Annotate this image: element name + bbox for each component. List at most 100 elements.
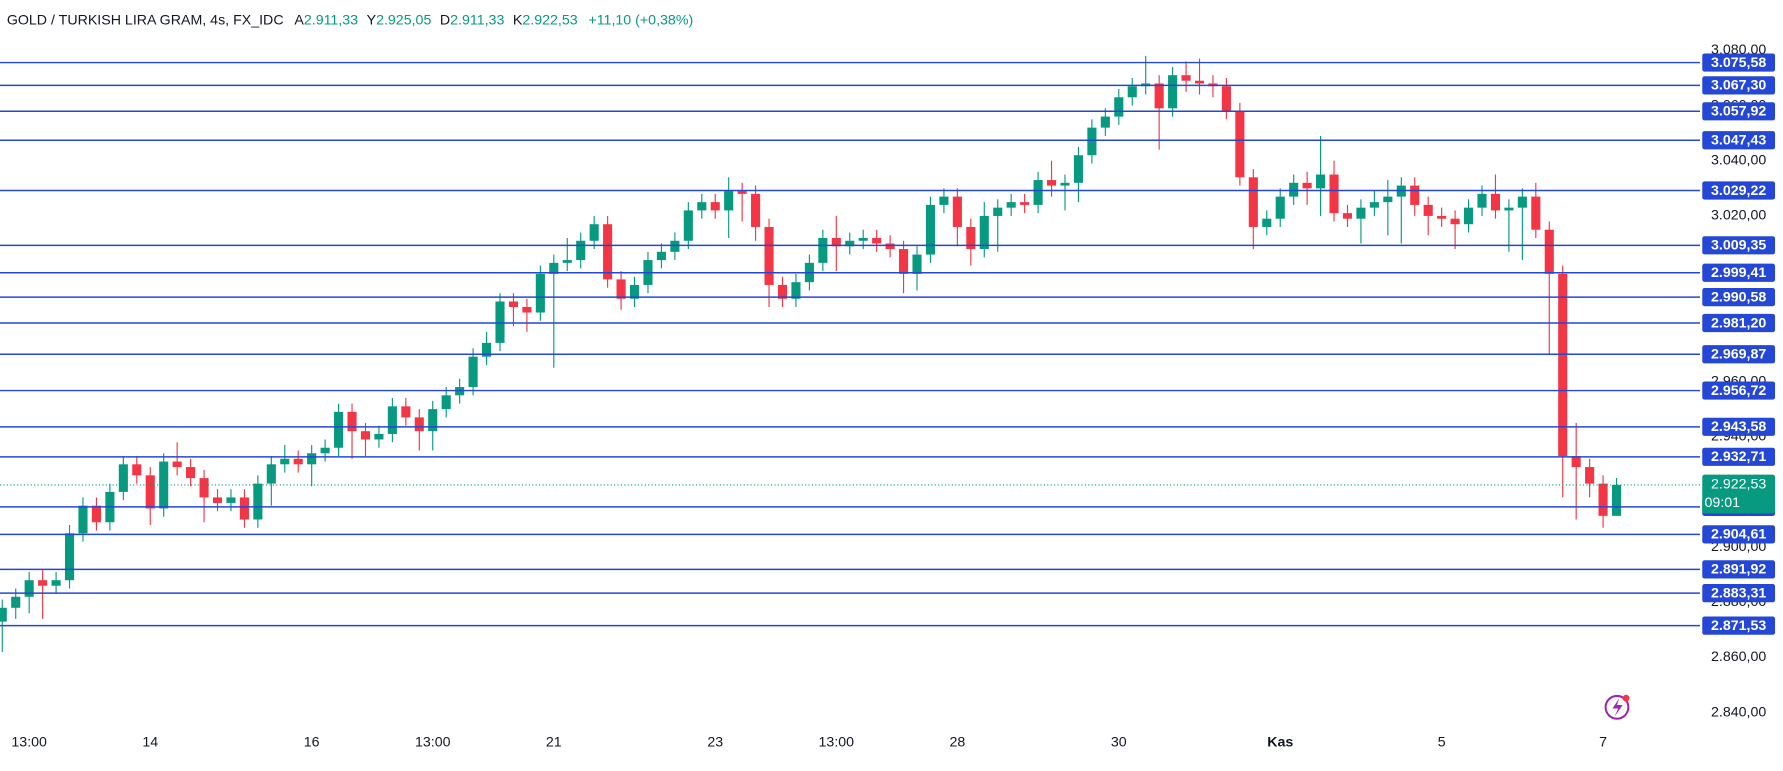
candle-body — [468, 356, 478, 388]
price-level-tag — [1702, 381, 1776, 400]
price-level-tag — [1702, 345, 1776, 364]
candle-body — [656, 251, 666, 261]
candle-body — [683, 210, 693, 241]
candle-body — [885, 243, 895, 250]
candle-body — [1262, 218, 1272, 227]
candle-body — [737, 191, 747, 194]
candle-body — [51, 580, 61, 586]
price-level-label: 2.981,20 — [1711, 315, 1766, 331]
candle-body — [401, 406, 411, 418]
candle-body — [1289, 182, 1299, 197]
candle-body — [1410, 185, 1420, 205]
candle-body — [414, 417, 424, 432]
candle-body — [1356, 207, 1366, 219]
x-tick-label: 13:00 — [415, 734, 451, 750]
candle-body — [495, 301, 505, 343]
candle-body — [482, 342, 492, 357]
candle-body — [374, 433, 384, 440]
candle-body — [360, 431, 371, 440]
candle-body — [1275, 196, 1285, 219]
replay-icon[interactable] — [1604, 694, 1630, 720]
price-level-tag — [1702, 102, 1776, 121]
candle-body — [629, 284, 640, 299]
candle-body — [818, 238, 828, 263]
candle-body — [1168, 75, 1178, 109]
candle-body — [1477, 193, 1487, 208]
x-tick-label: 30 — [1111, 734, 1127, 750]
candle-body — [172, 461, 182, 468]
candle-body — [307, 453, 317, 465]
field-key: D — [440, 12, 450, 28]
candle-body — [1504, 207, 1514, 211]
candle-body — [508, 301, 519, 308]
icon-dot[interactable] — [1622, 694, 1630, 702]
price-level-tag — [1702, 525, 1776, 544]
candle-body — [0, 607, 7, 622]
field-key: Y — [367, 12, 377, 28]
candle-body — [1342, 213, 1353, 219]
candle-body — [1544, 229, 1554, 274]
candle-body — [320, 447, 330, 454]
candle-body — [791, 282, 801, 299]
candle-body — [952, 196, 962, 227]
candle-body — [1598, 483, 1608, 516]
candle-body — [212, 497, 223, 503]
price-level-tag — [1702, 53, 1776, 72]
price-level-label: 3.067,30 — [1711, 78, 1766, 94]
icon-ring[interactable] — [1604, 694, 1630, 720]
candle-body — [724, 191, 734, 211]
candle-body — [1046, 180, 1057, 186]
price-level-tag — [1702, 560, 1776, 579]
candle-body — [1571, 456, 1581, 468]
price-level-label: 2.883,31 — [1711, 585, 1766, 601]
last-price-tag — [1702, 474, 1776, 514]
x-tick-label: 13:00 — [11, 734, 47, 750]
price-level-tag — [1702, 313, 1776, 333]
candle-body — [872, 238, 882, 244]
candle-body — [925, 204, 936, 255]
field-value: 2.925,05 — [376, 12, 431, 28]
candle-body — [979, 215, 989, 250]
candle-body — [145, 475, 155, 509]
price-level-label: 3.075,58 — [1711, 55, 1766, 71]
candle-body — [64, 533, 75, 581]
candle-body — [91, 505, 101, 523]
candle-body — [589, 224, 599, 241]
icon-bolt[interactable] — [1612, 698, 1623, 717]
last-price-label: 2.922,53 — [1711, 477, 1766, 493]
x-tick-label: 21 — [546, 734, 562, 750]
price-level-label: 2.932,71 — [1711, 449, 1766, 465]
candle-body — [1127, 86, 1137, 98]
countdown: 09:01 — [1705, 495, 1741, 511]
chart-header: GOLD / TURKISH LIRA GRAM, 4s, FX_IDC A2.… — [7, 12, 693, 28]
price-level-label: 3.029,22 — [1711, 183, 1766, 199]
candle-body — [993, 207, 1003, 216]
candle-body — [1302, 182, 1312, 189]
candle-body — [1248, 177, 1258, 227]
candle-body — [1383, 196, 1393, 203]
candle-body — [1114, 97, 1124, 117]
candle-body — [38, 580, 48, 586]
candle-body — [1369, 202, 1379, 208]
candle-body — [253, 483, 263, 520]
candle-body — [118, 464, 128, 492]
y-tick-label: 3.040,00 — [1711, 152, 1766, 168]
field-value: 2.911,33 — [450, 12, 504, 28]
candle-body — [266, 464, 276, 484]
candle-body — [562, 260, 572, 263]
price-level-tag — [1702, 131, 1776, 150]
candle-body — [751, 193, 761, 227]
x-tick-label: 14 — [142, 734, 158, 750]
candle-body — [777, 284, 788, 299]
x-tick-label: Kas — [1267, 734, 1293, 750]
x-tick-label: 28 — [949, 734, 965, 750]
price-level-label: 2.943,58 — [1711, 419, 1766, 435]
price-level-tag — [1702, 288, 1776, 307]
x-tick-label: 13:00 — [819, 734, 855, 750]
price-level-tag — [1702, 76, 1776, 95]
price-level-label: 3.009,35 — [1711, 238, 1766, 254]
candle-body — [293, 458, 303, 465]
candle-body — [603, 224, 613, 280]
candle-body — [1585, 467, 1595, 484]
candle-body — [1087, 127, 1097, 156]
